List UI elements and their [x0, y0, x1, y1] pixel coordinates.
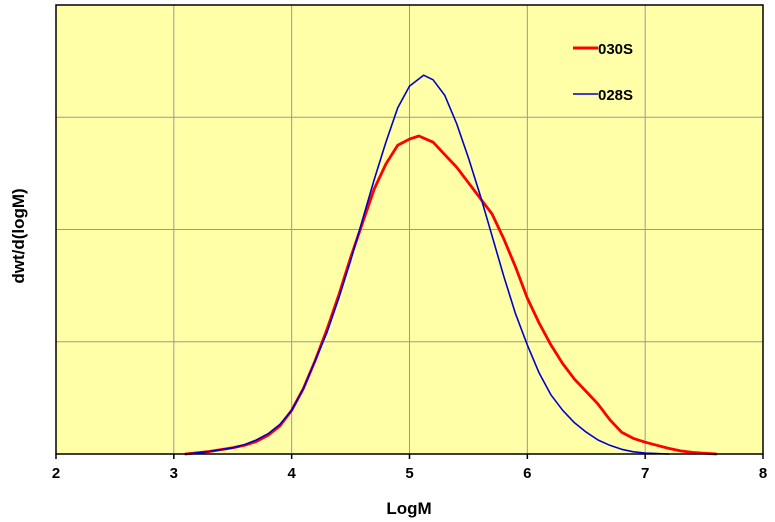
x-tick-label: 8 [759, 465, 767, 482]
series-layer [184, 74, 718, 456]
x-tick-label: 6 [523, 465, 531, 482]
x-tick-label: 3 [170, 465, 178, 482]
legend-label-030S: 030S [598, 41, 633, 58]
grid [56, 5, 763, 454]
x-axis-ticks: 2 3 4 5 6 7 8 [52, 454, 767, 482]
y-axis-title: dwt/d(logM) [9, 188, 28, 283]
x-tick-label: 5 [405, 465, 413, 482]
legend: 030S 028S [573, 41, 633, 104]
series-line-028S [184, 74, 670, 455]
x-tick-label: 4 [287, 465, 296, 482]
x-tick-label: 7 [641, 465, 649, 482]
x-tick-label: 2 [52, 465, 60, 482]
x-axis-title: LogM [386, 499, 431, 518]
legend-label-028S: 028S [598, 87, 633, 104]
